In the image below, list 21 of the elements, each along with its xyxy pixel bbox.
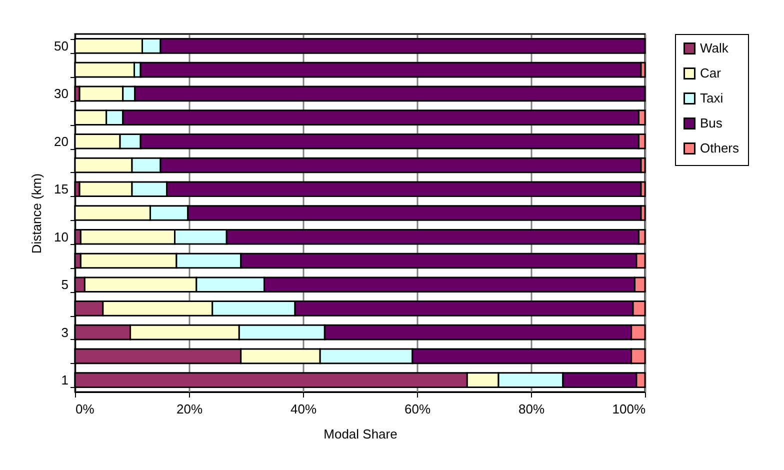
y-tick-label: 30 (54, 86, 68, 102)
x-tick-label: 60% (404, 402, 431, 416)
x-tick-label: 100% (612, 402, 646, 416)
y-tick-label: 3 (61, 324, 68, 340)
x-tick-label: 0% (76, 402, 95, 416)
y-tick-label: 20 (54, 134, 68, 149)
x-tick-label: 40% (290, 402, 317, 416)
y-tick-label: 15 (54, 182, 68, 197)
y-axis-title: Distance (km) (29, 173, 44, 254)
legend-label: Others (700, 140, 740, 156)
y-tick-label: 5 (61, 277, 68, 292)
y-tick-label: 10 (54, 229, 68, 244)
legend-label: Bus (700, 116, 723, 130)
legend-label: Taxi (700, 90, 724, 106)
legend-label: Walk (700, 40, 729, 56)
x-tick-label: 20% (176, 402, 203, 416)
y-tick-label: 50 (54, 38, 68, 54)
x-axis-title: Modal Share (324, 426, 398, 442)
x-tick-label: 80% (518, 402, 545, 416)
legend-label: Car (700, 66, 722, 80)
y-tick-label: 1 (61, 372, 68, 388)
